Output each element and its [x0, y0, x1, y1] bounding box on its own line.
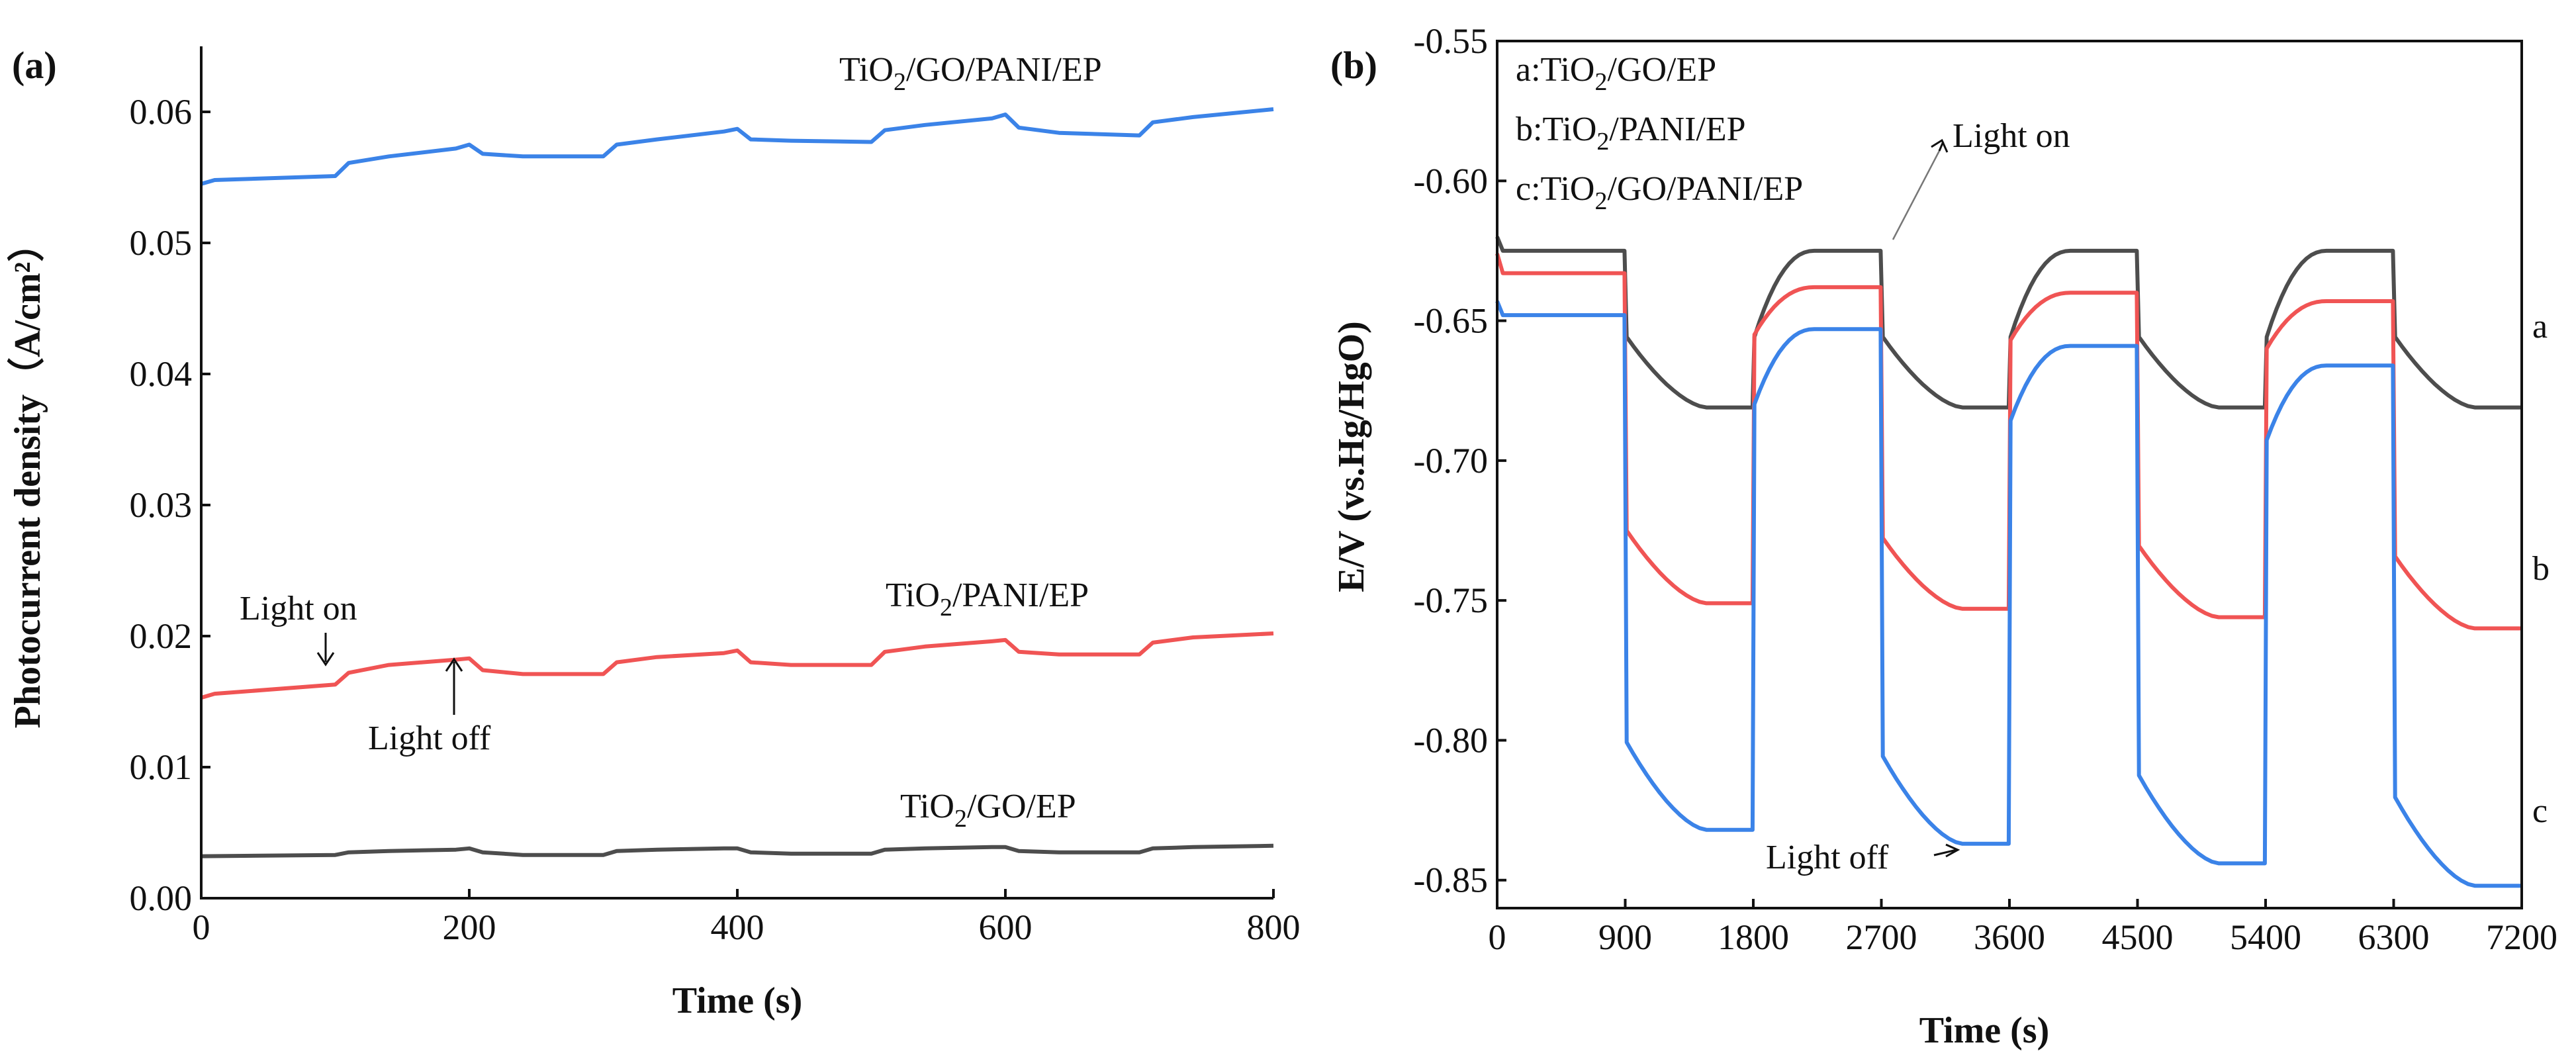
b-light-off-label: Light off: [1766, 839, 1889, 876]
b-y-tick-label: -0.70: [1414, 441, 1488, 481]
a-series-line-0: [201, 107, 1274, 186]
a-y-tick-label: 0.03: [130, 485, 193, 525]
b-legend-b: b:TiO2/PANI/EP: [1516, 111, 1746, 156]
b-legend-c: c:TiO2/GO/PANI/EP: [1516, 170, 1803, 215]
a-y-tick-label: 0.02: [130, 616, 193, 656]
b-series-letter-a: a: [2532, 308, 2548, 346]
a-series-line-1: [201, 631, 1274, 700]
b-x-tick-label: 2700: [1846, 917, 1917, 957]
a-light-off-label: Light off: [368, 719, 491, 757]
a-x-tick-label: 400: [711, 907, 764, 947]
a-x-tick-label: 0: [193, 907, 210, 947]
b-light-off-arrow: [1933, 843, 1960, 858]
b-series-letter-b: b: [2532, 550, 2550, 588]
b-y-axis-title: E/V (vs.Hg/HgO): [1331, 321, 1372, 592]
a-label-tio2-pani-ep: TiO2/PANI/EP: [886, 577, 1089, 622]
a-y-tick-label: 0.05: [130, 223, 193, 263]
b-y-tick-label: -0.85: [1414, 860, 1488, 900]
b-series-lines: [1495, 236, 2521, 888]
a-y-tick-label: 0.00: [130, 878, 193, 918]
a-y-tick-label: 0.04: [130, 354, 193, 394]
b-axes: 0 900 1800 2700 3600 4500 5400 6300 7200 -0.55 -0.…: [1414, 21, 2557, 957]
b-y-tick-label: -0.65: [1414, 301, 1488, 341]
a-label-tio2-go-pani-ep: TiO2/GO/PANI/EP: [839, 51, 1102, 96]
a-axes: 0 200 400 600 800 0.00 0.01 0.02 0.03 0.04 0.05 0.0…: [130, 46, 1301, 947]
b-x-tick-label: 900: [1598, 917, 1652, 957]
a-panel-label: (a): [12, 44, 57, 87]
a-series-lines: [201, 107, 1274, 858]
a-plot-frame: [200, 46, 1273, 900]
b-y-tick-label: -0.80: [1414, 720, 1488, 760]
b-y-tick-label: -0.55: [1414, 21, 1488, 61]
a-light-off-arrow: [445, 657, 463, 715]
a-y-tick-label: 0.06: [130, 92, 193, 132]
a-light-on-arrow: [316, 633, 335, 667]
a-light-on-label: Light on: [240, 590, 357, 627]
a-series-line-2: [201, 843, 1274, 858]
b-x-tick-label: 7200: [2486, 917, 2557, 957]
b-x-tick-label: 6300: [2358, 917, 2430, 957]
a-x-tick-label: 200: [443, 907, 496, 947]
a-x-tick-label: 600: [979, 907, 1033, 947]
b-x-tick-label: 1800: [1718, 917, 1789, 957]
a-x-tick-label: 800: [1247, 907, 1301, 947]
a-y-axis-title: Photocurrent density（A/cm²）: [7, 225, 48, 729]
b-series-line-c: [1495, 300, 2521, 888]
b-x-tick-label: 5400: [2230, 917, 2301, 957]
b-y-tick-label: -0.60: [1414, 161, 1488, 201]
a-x-axis-title: Time (s): [672, 980, 803, 1021]
b-x-tick-label: 4500: [2102, 917, 2174, 957]
b-light-on-leader: [1892, 150, 1941, 240]
a-y-tick-label: 0.01: [130, 747, 193, 787]
chart-panel-b: 0 900 1800 2700 3600 4500 5400 6300 7200 -0.55 -0.…: [1330, 21, 2557, 1051]
a-label-tio2-go-ep: TiO2/GO/EP: [900, 788, 1076, 833]
chart-panel-a: 0 200 400 600 800 0.00 0.01 0.02 0.03 0.04 0.05 0.0…: [7, 44, 1301, 1021]
b-y-tick-label: -0.75: [1414, 580, 1488, 620]
b-series-letter-c: c: [2532, 792, 2548, 830]
b-legend-a: a:TiO2/GO/EP: [1516, 51, 1716, 96]
b-light-on-label: Light on: [1953, 117, 2070, 155]
b-light-on-arrow: [1931, 138, 1949, 153]
b-panel-label: (b): [1330, 44, 1377, 87]
b-x-tick-label: 0: [1489, 917, 1506, 957]
b-x-tick-label: 3600: [1974, 917, 2045, 957]
b-x-axis-title: Time (s): [1919, 1010, 2050, 1051]
